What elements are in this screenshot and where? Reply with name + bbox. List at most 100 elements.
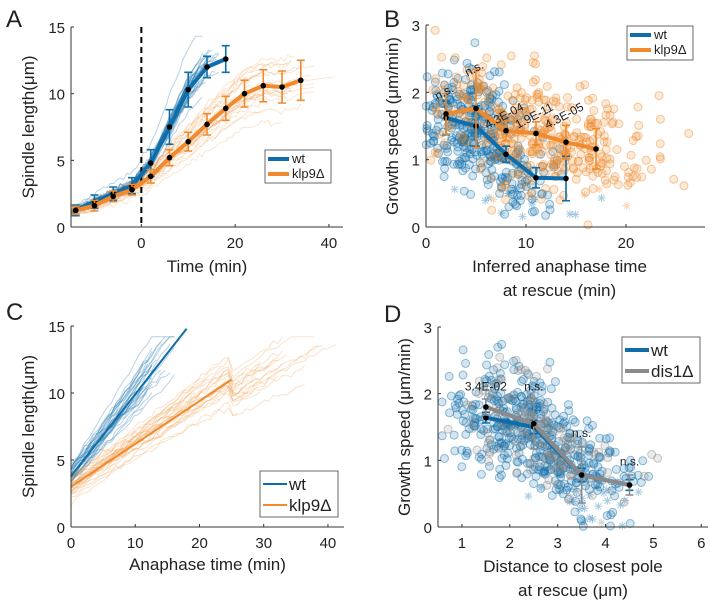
point-wt — [605, 521, 615, 531]
point-wt — [458, 416, 468, 426]
point-wt — [476, 424, 486, 434]
trace-wt — [70, 386, 144, 483]
point-wt — [485, 151, 495, 161]
mean-point-wt — [147, 160, 154, 166]
point-wt — [471, 387, 481, 397]
point-dis1 — [589, 447, 599, 457]
trace-wt — [70, 369, 162, 485]
point-wt — [472, 414, 481, 424]
point-klp9 — [560, 130, 570, 140]
trace-klp9 — [70, 366, 269, 479]
point-dis1 — [484, 456, 494, 466]
point-klp9 — [462, 137, 472, 147]
point-klp9 — [610, 172, 620, 182]
point-wt — [477, 149, 487, 159]
point-wt — [546, 455, 556, 465]
point-wt — [587, 420, 597, 430]
point-wt — [522, 175, 532, 185]
point-wt — [535, 378, 545, 388]
point-klp9 — [428, 85, 438, 95]
point-wt — [523, 433, 533, 443]
point-wt — [527, 194, 537, 204]
point-dis1 — [538, 418, 548, 428]
point-wt — [558, 489, 568, 499]
point-wt — [552, 421, 562, 431]
point-wt — [511, 396, 521, 406]
point-klp9 — [539, 95, 549, 105]
point-wt — [443, 83, 453, 93]
point-wt — [593, 462, 603, 472]
point-wt — [464, 160, 474, 170]
point-wt — [492, 391, 502, 401]
point-dis1 — [443, 424, 453, 434]
point-wt — [459, 89, 469, 99]
point-klp9 — [655, 114, 665, 124]
point-wt — [455, 159, 464, 169]
point-wt — [505, 440, 515, 450]
point-wt — [513, 141, 523, 151]
point-wt — [611, 464, 621, 474]
point-dis1 — [543, 448, 553, 458]
point-wt — [537, 441, 547, 451]
point-klp9 — [549, 185, 559, 194]
point-dis1 — [572, 487, 581, 496]
point-klp9 — [569, 164, 579, 174]
point-wt — [512, 457, 522, 467]
point-dis1 — [495, 352, 505, 362]
point-klp9 — [602, 137, 612, 147]
point-dis1 — [537, 438, 547, 448]
legend-box — [259, 470, 339, 518]
point-klp9 — [545, 162, 555, 172]
point-dis1 — [603, 453, 613, 463]
x-tick-label: 5 — [649, 535, 657, 552]
point-wt — [527, 200, 536, 209]
point-wt — [490, 132, 500, 142]
point-klp9 — [602, 166, 611, 176]
point-klp9 — [622, 201, 631, 210]
point-wt — [529, 479, 539, 489]
point-wt — [456, 130, 465, 140]
point-wt — [540, 466, 550, 476]
point-klp9 — [626, 150, 636, 160]
mean-line-dis1 — [485, 405, 630, 487]
point-klp9 — [655, 152, 665, 162]
point-wt — [483, 180, 493, 190]
point-wt — [481, 146, 491, 156]
point-wt — [584, 444, 594, 454]
point-klp9 — [588, 184, 598, 193]
point-wt — [481, 140, 491, 150]
point-wt — [443, 69, 453, 79]
point-wt — [472, 150, 482, 160]
point-klp9 — [583, 119, 593, 129]
mean-point-dis1 — [626, 482, 633, 488]
point-wt — [512, 187, 521, 196]
point-wt — [555, 415, 565, 425]
point-dis1 — [607, 485, 616, 494]
point-wt — [536, 149, 546, 159]
point-wt — [462, 138, 472, 148]
point-wt — [570, 450, 580, 460]
data-layer — [70, 336, 337, 507]
point-wt — [442, 141, 452, 151]
point-wt — [543, 448, 552, 458]
point-wt — [494, 151, 504, 160]
point-dis1 — [521, 407, 530, 417]
point-wt — [482, 145, 492, 155]
point-wt — [433, 122, 443, 131]
point-wt — [535, 445, 545, 455]
point-wt — [468, 401, 478, 411]
point-wt — [562, 421, 572, 431]
point-dis1 — [556, 424, 566, 434]
point-klp9 — [545, 122, 555, 132]
x-axis-label: Inferred anaphase time — [472, 257, 647, 276]
y-axis-label: Spindle length(μm) — [19, 355, 38, 498]
point-wt — [485, 98, 495, 108]
x-tick-label: 0 — [137, 235, 145, 252]
point-wt — [566, 444, 576, 454]
point-wt — [463, 95, 473, 104]
point-wt — [422, 124, 432, 134]
point-klp9 — [629, 163, 639, 173]
point-wt — [507, 168, 517, 178]
point-wt — [453, 160, 462, 169]
